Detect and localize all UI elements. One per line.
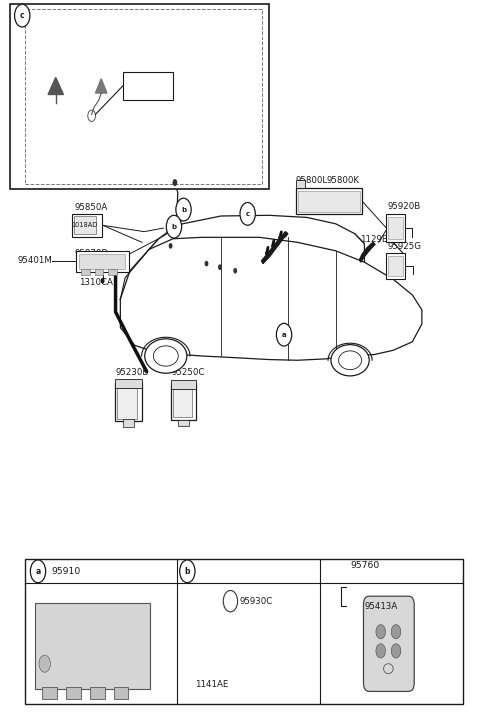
Bar (74, 216, 96, 234)
Bar (81, 269, 90, 275)
Circle shape (233, 268, 237, 273)
Bar (90, 687, 105, 699)
Bar (298, 191, 360, 211)
Bar (108, 269, 117, 275)
Bar (66, 687, 81, 699)
Bar (10, 4, 269, 189)
Bar (386, 214, 405, 242)
Circle shape (180, 560, 195, 582)
Bar (42, 687, 57, 699)
Bar (117, 388, 137, 419)
Circle shape (240, 202, 255, 225)
Text: c: c (20, 11, 24, 20)
Polygon shape (149, 215, 364, 262)
Text: 1129EY: 1129EY (360, 235, 392, 244)
Bar (388, 216, 403, 239)
Bar (79, 253, 125, 269)
Text: 95930C: 95930C (240, 597, 273, 606)
Text: 95760: 95760 (350, 561, 379, 570)
Text: 95850A: 95850A (75, 203, 108, 211)
Polygon shape (120, 237, 422, 360)
Bar (172, 389, 192, 417)
Text: b: b (185, 567, 190, 576)
Text: 95800K: 95800K (326, 177, 359, 185)
Text: c: c (246, 211, 250, 217)
Bar (123, 72, 173, 100)
Circle shape (376, 644, 385, 658)
Circle shape (168, 243, 172, 248)
Text: 1141AE: 1141AE (194, 679, 228, 689)
Text: 95413A: 95413A (364, 602, 398, 611)
Bar (296, 188, 362, 214)
Circle shape (14, 4, 30, 27)
Bar (24, 9, 262, 184)
Bar (76, 251, 129, 272)
Text: 95230B: 95230B (116, 367, 149, 377)
Polygon shape (262, 231, 288, 263)
Circle shape (172, 179, 177, 186)
Circle shape (175, 214, 179, 220)
Bar (115, 383, 142, 422)
Text: a: a (36, 567, 41, 576)
Text: 95800L: 95800L (296, 177, 328, 185)
Text: (W/PHOTO & AUTO LIGHT SENSOR): (W/PHOTO & AUTO LIGHT SENSOR) (32, 36, 183, 46)
Circle shape (176, 198, 191, 221)
Polygon shape (96, 79, 107, 93)
Text: (W/SECRUITY INDICATOR): (W/SECRUITY INDICATOR) (32, 48, 142, 57)
Polygon shape (48, 78, 63, 95)
Circle shape (391, 644, 401, 658)
Bar (178, 420, 189, 426)
Bar (72, 214, 102, 236)
Text: 97254: 97254 (42, 104, 70, 112)
Bar (386, 253, 405, 279)
Circle shape (166, 215, 181, 238)
Bar (35, 603, 150, 689)
Text: a: a (282, 332, 287, 337)
Text: 95100B: 95100B (175, 70, 209, 80)
Text: b: b (171, 224, 177, 230)
Text: (W/AUTO LIGHT SENSOR): (W/AUTO LIGHT SENSOR) (32, 24, 141, 33)
Text: 95401M: 95401M (17, 256, 52, 266)
Ellipse shape (331, 345, 369, 376)
Circle shape (101, 278, 105, 283)
Text: 97253K: 97253K (175, 81, 208, 90)
Bar (388, 256, 403, 276)
Circle shape (39, 655, 50, 672)
Bar (170, 380, 196, 389)
Circle shape (218, 264, 222, 270)
Text: b: b (181, 206, 186, 213)
Text: 95250C: 95250C (171, 367, 205, 377)
Circle shape (30, 560, 46, 582)
Circle shape (204, 261, 208, 266)
Bar (95, 269, 103, 275)
Text: 95410K: 95410K (175, 92, 208, 101)
Bar (115, 379, 142, 388)
Circle shape (276, 323, 292, 346)
Text: 1018AD: 1018AD (72, 222, 97, 229)
Polygon shape (360, 242, 375, 262)
Text: 95910: 95910 (51, 567, 80, 576)
Circle shape (376, 624, 385, 639)
FancyBboxPatch shape (363, 596, 414, 691)
Circle shape (391, 624, 401, 639)
Text: 95925G: 95925G (387, 242, 421, 251)
Text: 1310CA: 1310CA (79, 278, 113, 287)
Text: 95920B: 95920B (387, 202, 420, 211)
Bar (296, 179, 305, 188)
Bar (24, 558, 463, 704)
Bar (170, 384, 196, 420)
Bar (123, 419, 134, 427)
Ellipse shape (145, 339, 187, 373)
Bar (114, 687, 129, 699)
Text: 95870D: 95870D (75, 249, 109, 258)
